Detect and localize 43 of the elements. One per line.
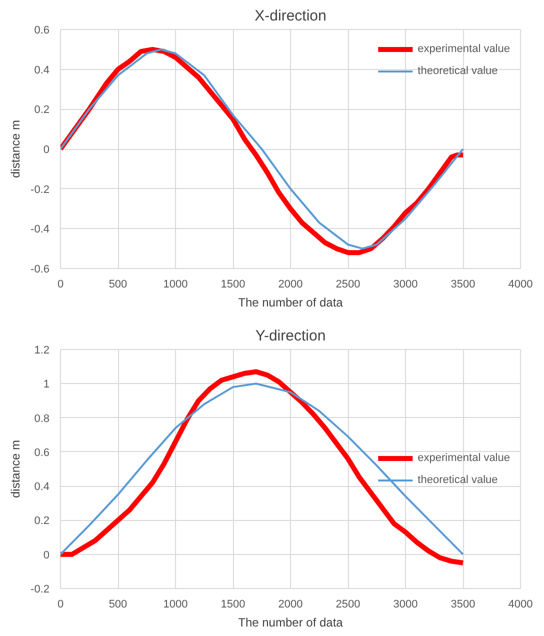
y-axis-title: distance m xyxy=(8,120,23,178)
x-tick-label: 1000 xyxy=(163,598,188,610)
x-tick-label: 4000 xyxy=(508,278,533,290)
y-tick-label: 0.6 xyxy=(34,24,50,36)
x-tick-label: 3000 xyxy=(393,278,418,290)
x-tick-label: 1500 xyxy=(220,278,246,290)
x-tick-label: 3000 xyxy=(393,598,418,610)
x-tick-label: 2500 xyxy=(336,278,360,290)
x-tick-label: 3500 xyxy=(450,278,476,290)
x-tick-label: 3500 xyxy=(450,598,476,610)
y-tick-label: 1.2 xyxy=(34,344,50,356)
x-tick-label: 500 xyxy=(108,278,128,290)
y-tick-label: 0.2 xyxy=(34,104,50,116)
legend-label: experimental value xyxy=(418,43,510,55)
y-axis-title: distance m xyxy=(8,440,23,498)
x-tick-label: 0 xyxy=(57,598,64,610)
chart-title: X-direction xyxy=(254,8,326,24)
x-axis-title: The number of data xyxy=(238,616,344,630)
x-tick-label: 1500 xyxy=(220,598,246,610)
y-tick-label: 1 xyxy=(43,378,50,391)
y-tick-label: -0.2 xyxy=(30,184,50,196)
x-tick-label: 2000 xyxy=(278,598,303,610)
y-tick-label: 0.8 xyxy=(34,412,50,425)
x-tick-label: 2500 xyxy=(336,598,360,610)
x-tick-label: 500 xyxy=(108,598,128,610)
y-tick-label: 0 xyxy=(43,144,50,156)
legend-label: theoretical value xyxy=(418,65,498,77)
y-tick-label: -0.6 xyxy=(30,264,50,276)
y-tick-label: 0 xyxy=(43,549,50,562)
y-tick-label: -0.4 xyxy=(30,224,50,236)
legend-label: experimental value xyxy=(418,452,510,464)
y-tick-label: -0.2 xyxy=(30,584,50,596)
x-tick-label: 0 xyxy=(57,278,64,290)
chart-title: Y-direction xyxy=(255,328,326,344)
x-tick-label: 4000 xyxy=(508,598,533,610)
x-axis-title: The number of data xyxy=(238,296,344,310)
x-tick-label: 2000 xyxy=(278,278,303,290)
y-tick-label: 0.2 xyxy=(34,515,50,528)
y-tick-label: 0.4 xyxy=(34,481,50,494)
y-tick-label: 0.6 xyxy=(34,446,50,459)
legend-label: theoretical value xyxy=(418,474,498,486)
y-tick-label: 0.4 xyxy=(34,64,50,76)
x-tick-label: 1000 xyxy=(163,278,188,290)
